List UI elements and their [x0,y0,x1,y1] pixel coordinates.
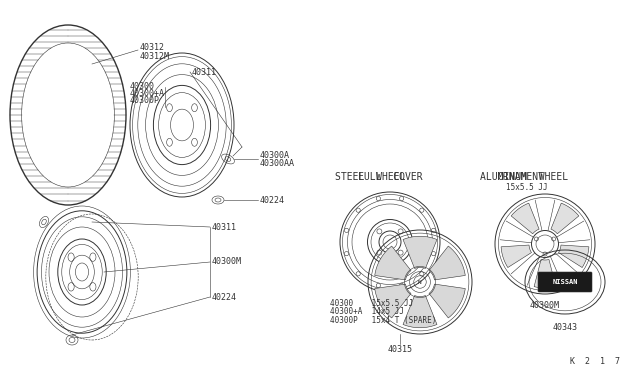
Text: 40300+A: 40300+A [130,89,165,97]
Text: FULL  COVER: FULL COVER [358,172,422,182]
Text: 40311: 40311 [192,67,217,77]
Circle shape [431,251,436,256]
Polygon shape [511,203,539,234]
Text: 40300M: 40300M [212,257,242,266]
Circle shape [344,228,349,232]
Circle shape [399,283,404,288]
Text: 40300: 40300 [130,81,155,90]
Text: K  2  1  7: K 2 1 7 [570,357,620,366]
Text: ALUMINUM  WHEEL: ALUMINUM WHEEL [480,172,568,182]
Text: 40315: 40315 [387,346,413,355]
Text: 15x5.5 JJ: 15x5.5 JJ [506,183,548,192]
Polygon shape [429,246,465,280]
Polygon shape [374,246,411,280]
Circle shape [356,208,360,212]
Polygon shape [501,245,531,267]
Circle shape [377,229,382,234]
Text: STEEL  WHEEL: STEEL WHEEL [335,172,406,182]
Circle shape [420,272,424,276]
Circle shape [356,272,360,276]
Circle shape [344,251,349,256]
Text: N: N [418,279,422,285]
Text: 40300M: 40300M [530,301,560,310]
Circle shape [398,229,403,234]
FancyBboxPatch shape [538,272,592,292]
Text: 40300AA: 40300AA [260,158,295,167]
Circle shape [376,196,380,201]
Polygon shape [403,236,437,269]
Circle shape [431,228,436,232]
Text: 40300+A  14x5 JJ: 40300+A 14x5 JJ [330,308,404,317]
Polygon shape [551,203,579,234]
Polygon shape [403,295,437,328]
Circle shape [379,231,401,253]
Polygon shape [534,260,556,288]
Text: 40311: 40311 [212,222,237,231]
Text: 40300    15x5.5 JJ: 40300 15x5.5 JJ [330,299,413,308]
Text: 40224: 40224 [212,292,237,301]
Text: 40300P   15x4 T (SPARE): 40300P 15x4 T (SPARE) [330,315,436,324]
Polygon shape [429,284,465,318]
Text: 40343: 40343 [552,324,577,333]
Circle shape [376,283,380,288]
Text: ORNAMENT: ORNAMENT [498,172,545,182]
Circle shape [398,250,403,255]
Text: 40300P: 40300P [130,96,160,105]
Text: 40312M: 40312M [140,51,170,61]
Circle shape [399,196,404,201]
Text: 40312: 40312 [140,42,165,51]
Polygon shape [559,245,589,267]
Circle shape [377,250,382,255]
Text: 40224: 40224 [260,196,285,205]
Polygon shape [374,284,411,318]
Circle shape [420,208,424,212]
Text: 40300A: 40300A [260,151,290,160]
Text: NISSAN: NISSAN [552,279,578,285]
